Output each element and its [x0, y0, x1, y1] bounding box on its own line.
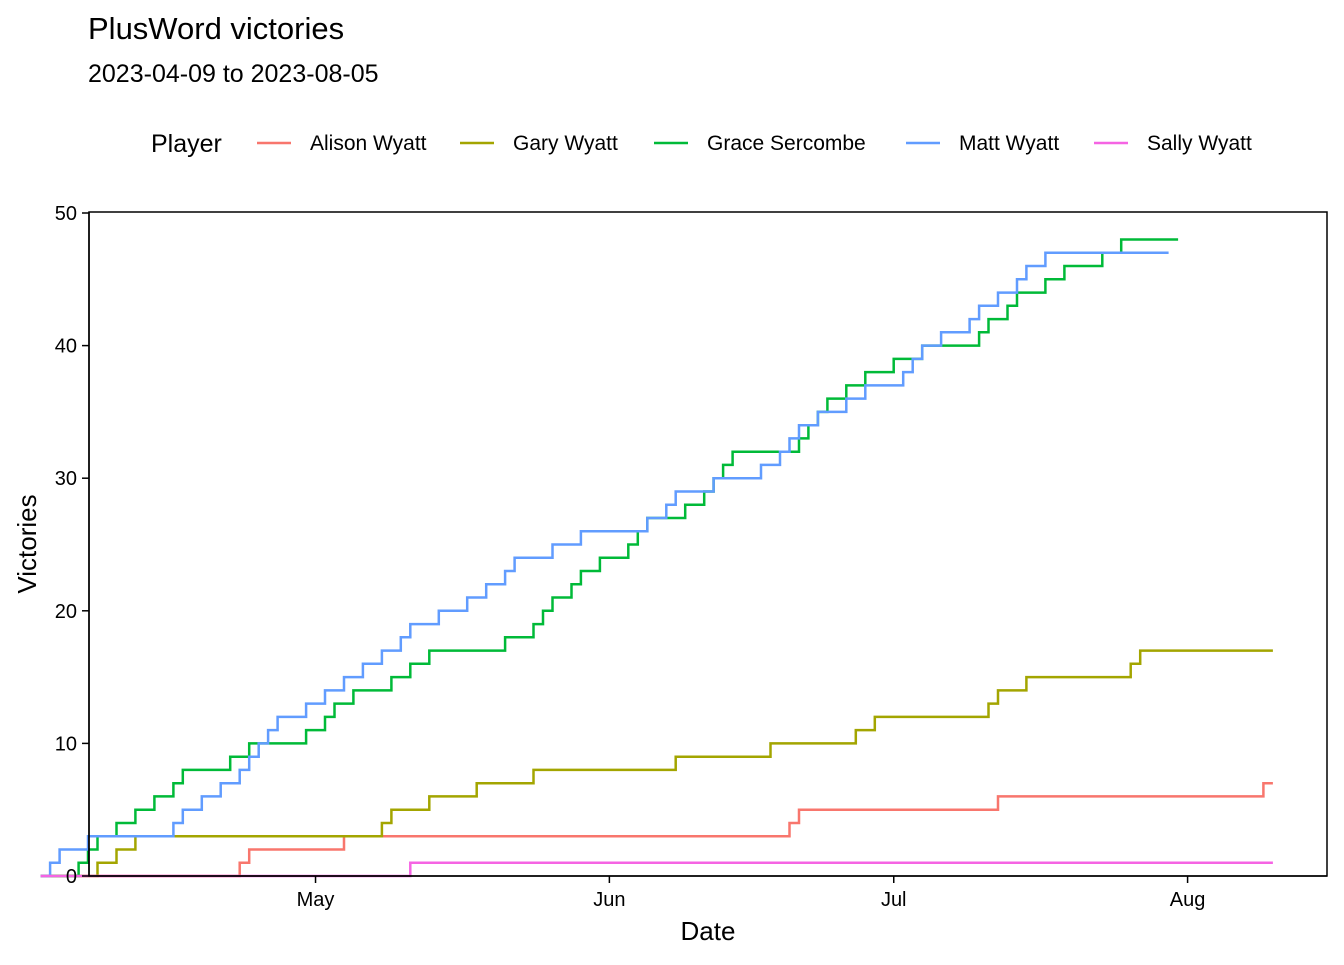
y-axis: 0 10 20 30 40 50: [55, 203, 90, 888]
chart-title: PlusWord victories: [88, 11, 344, 46]
x-tick-label: Aug: [1170, 889, 1206, 911]
x-tick-label: Jul: [881, 889, 907, 911]
y-tick-label: 20: [55, 601, 77, 623]
y-tick-label: 30: [55, 468, 77, 490]
series-line-alison-wyatt: [40, 781, 1273, 878]
legend-label-grace-sercombe: Grace Sercombe: [707, 132, 866, 155]
series-line-gary-wyatt: [40, 649, 1273, 878]
x-axis-label: Date: [681, 916, 736, 946]
x-tick-label: Jun: [593, 889, 625, 911]
plot-series: [40, 238, 1273, 878]
y-tick-label: 50: [55, 203, 77, 225]
series-line-sally-wyatt: [40, 861, 1273, 878]
chart-subtitle: 2023-04-09 to 2023-08-05: [88, 60, 379, 88]
legend-label-alison-wyatt: Alison Wyatt: [310, 132, 427, 155]
legend: Player Alison Wyatt Gary Wyatt Grace Serco…: [151, 130, 1252, 158]
plot-panel-border: [88, 211, 1328, 877]
y-axis-label: Victories: [12, 494, 42, 593]
y-tick-label: 40: [55, 336, 77, 358]
series-line-matt-wyatt: [40, 251, 1169, 878]
y-tick-label: 0: [66, 866, 77, 888]
legend-label-matt-wyatt: Matt Wyatt: [959, 132, 1059, 155]
legend-label-sally-wyatt: Sally Wyatt: [1147, 132, 1252, 155]
x-tick-label: May: [297, 889, 335, 911]
legend-label-gary-wyatt: Gary Wyatt: [513, 132, 618, 155]
y-tick-label: 10: [55, 733, 77, 755]
x-axis: May Jun Jul Aug: [89, 875, 1327, 911]
series-line-grace-sercombe: [40, 238, 1179, 878]
legend-title: Player: [151, 130, 222, 158]
